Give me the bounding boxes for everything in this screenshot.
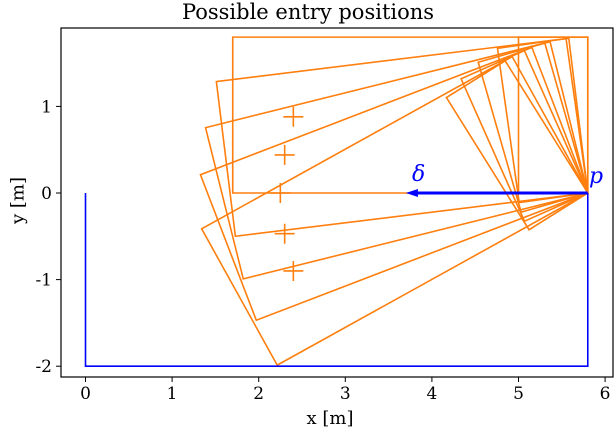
- y-axis-label: y [m]: [7, 177, 29, 225]
- delta-label: δ: [412, 162, 426, 187]
- entry-center-marker: [274, 223, 295, 244]
- y-tick-label: 1: [41, 97, 52, 117]
- entry-rectangle: [215, 37, 589, 238]
- entry-rectangle: [231, 36, 589, 194]
- chart-title: Possible entry positions: [181, 0, 435, 24]
- point-p-label: p: [589, 164, 604, 189]
- entry-rectangle: [199, 46, 589, 322]
- x-tick-label: 5: [513, 384, 524, 404]
- axes-frame: [60, 27, 614, 378]
- x-tick-label: 6: [600, 384, 611, 404]
- entry-rectangle-short: [460, 49, 589, 223]
- x-tick-label: 3: [340, 384, 351, 404]
- y-tick-label: -2: [35, 357, 52, 377]
- entry-center-marker: [270, 183, 291, 203]
- arrow-head-icon: [405, 189, 418, 197]
- axis-ticks: 0 1 2 3 4 5 6 1 0 -1 -2: [35, 97, 610, 404]
- y-tick-label: -1: [35, 271, 52, 291]
- x-tick-label: 4: [426, 384, 437, 404]
- entry-rectangle-short: [477, 42, 589, 214]
- entry-rectangle: [204, 40, 589, 280]
- plot-content: [84, 36, 589, 368]
- entry-center-marker: [274, 144, 295, 165]
- x-tick-label: 1: [167, 384, 178, 404]
- room-outline: [84, 193, 589, 368]
- entry-rectangle: [200, 55, 589, 367]
- x-tick-label: 0: [80, 384, 91, 404]
- entry-rectangle-short: [445, 59, 589, 231]
- y-tick-label: 0: [41, 184, 52, 204]
- x-axis-label: x [m]: [306, 408, 354, 429]
- entry-center-marker: [283, 260, 304, 281]
- entry-center-marker: [283, 106, 304, 127]
- entry-rectangle-short: [496, 37, 589, 204]
- x-tick-label: 2: [253, 384, 264, 404]
